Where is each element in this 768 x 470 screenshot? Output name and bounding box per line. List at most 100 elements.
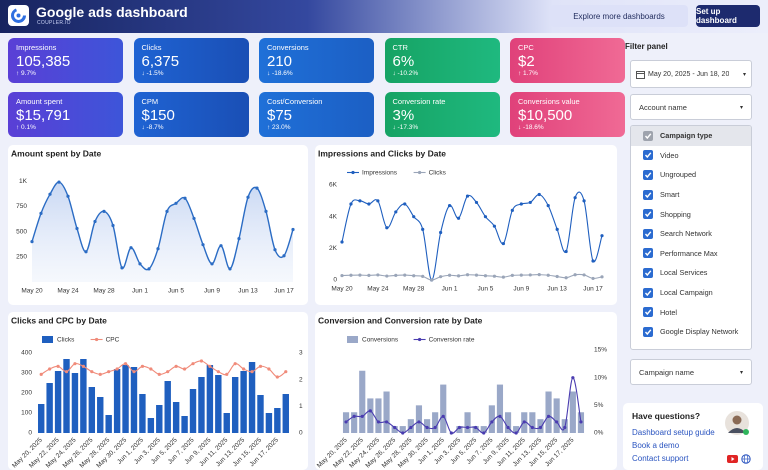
kpi-value: 6%	[392, 53, 415, 70]
legend-label: Conversions	[362, 337, 399, 344]
filter-option[interactable]: Video	[631, 146, 751, 166]
kpi-value: $150	[141, 107, 175, 124]
y2-tick-label: 10%	[594, 374, 607, 381]
point	[537, 192, 541, 197]
legend-label: Conversion rate	[429, 337, 475, 344]
point	[208, 364, 212, 368]
x-tick-label: Jun 5	[168, 288, 184, 295]
point	[537, 273, 541, 277]
dropdown-label: Account name	[639, 102, 687, 112]
y-tick-label: 4K	[329, 213, 338, 220]
point	[456, 274, 461, 278]
filter-option[interactable]: Google Display Network	[631, 322, 751, 342]
point	[90, 370, 94, 374]
bar	[181, 416, 188, 433]
x-tick-label: Jun 13	[238, 288, 258, 295]
point	[474, 200, 479, 205]
point	[360, 414, 364, 418]
point	[233, 362, 237, 366]
point	[412, 215, 416, 219]
point	[132, 370, 136, 374]
filter-option[interactable]: Hotel	[631, 302, 751, 322]
y-tick-label: 200	[21, 390, 32, 397]
help-link[interactable]: Dashboard setup guide	[632, 428, 715, 437]
bar	[282, 394, 289, 433]
point	[284, 370, 288, 374]
point	[501, 275, 505, 279]
point	[483, 274, 488, 278]
point	[138, 262, 142, 266]
point	[439, 230, 443, 235]
kpi-value: $75	[267, 107, 293, 124]
legend-label: Impressions	[362, 170, 398, 177]
point	[582, 273, 586, 277]
point	[120, 266, 124, 270]
bar	[432, 412, 439, 433]
point	[228, 267, 232, 271]
help-link[interactable]: Contact support	[632, 454, 689, 463]
filter-option[interactable]: Shopping	[631, 204, 751, 224]
bar	[71, 373, 79, 433]
point	[465, 194, 470, 198]
point	[358, 273, 362, 277]
chart-title: Impressions and Clicks by Date	[318, 148, 446, 158]
point	[48, 192, 52, 196]
point	[56, 364, 60, 368]
bar	[569, 391, 576, 433]
filter-option[interactable]: Ungrouped	[631, 165, 751, 185]
point	[358, 199, 362, 203]
point	[514, 431, 518, 435]
x-tick-label: Jun 1	[132, 288, 148, 295]
point	[403, 273, 407, 277]
campaign-name-dropdown[interactable]: Campaign name ▾	[630, 359, 752, 385]
filter-option[interactable]: Smart	[631, 185, 751, 205]
point	[225, 372, 229, 376]
account-dropdown[interactable]: Account name ▾	[630, 94, 752, 120]
kpi-value: 105,385	[16, 53, 71, 70]
point	[433, 425, 437, 430]
legend-label: Clicks	[429, 170, 447, 177]
point	[528, 200, 532, 205]
x-tick-label: May 24	[367, 286, 389, 293]
kpi-card: Clicks 6,375 ↓ -1.5%	[133, 38, 249, 83]
point	[344, 420, 348, 424]
bar	[223, 413, 230, 433]
help-link[interactable]: Book a demo	[632, 441, 680, 450]
bar	[464, 412, 471, 433]
point	[564, 249, 568, 254]
point	[519, 202, 523, 206]
y2-tick-label: 15%	[594, 347, 607, 354]
bar	[38, 404, 45, 433]
point	[237, 237, 241, 241]
point	[81, 364, 85, 368]
header: Google ads dashboard COUPLER.IO Explore …	[0, 0, 768, 33]
filter-option[interactable]: Local Services	[631, 263, 751, 283]
point	[385, 226, 389, 230]
kpi-value: $15,791	[16, 107, 71, 124]
bar	[113, 369, 121, 433]
chart: Amount spent by Date 250 500 750 1K May 20 Ma…	[11, 148, 295, 295]
y2-tick-label: 0	[299, 430, 303, 437]
y-tick-label: 6K	[329, 182, 338, 189]
point	[409, 425, 413, 430]
kpi-label: Amount spent	[16, 97, 63, 106]
point	[191, 362, 195, 366]
date-filter[interactable]: May 20, 2025 - Jun 18, 20 ▾	[630, 60, 752, 88]
point	[255, 186, 259, 190]
social-icons[interactable]	[727, 454, 757, 464]
filter-option[interactable]: Performance Max	[631, 244, 751, 264]
filter-option[interactable]: Local Campaign	[631, 283, 751, 303]
chart-title: Conversion and Conversion rate by Date	[318, 315, 483, 325]
kpi-delta: ↓ -18.6%	[267, 70, 293, 77]
caret: ▾	[742, 71, 746, 78]
point	[600, 275, 604, 279]
explore-button[interactable]: Explore more dashboards	[550, 5, 688, 27]
filter-option[interactable]: Search Network	[631, 224, 751, 244]
point	[258, 364, 263, 368]
bar	[198, 377, 205, 433]
point	[412, 274, 416, 278]
x-tick-label: Jun 13	[547, 286, 567, 293]
point	[385, 274, 389, 278]
setup-button[interactable]: Set up dashboard	[696, 5, 760, 27]
list-header[interactable]: Campaign type	[631, 126, 751, 146]
